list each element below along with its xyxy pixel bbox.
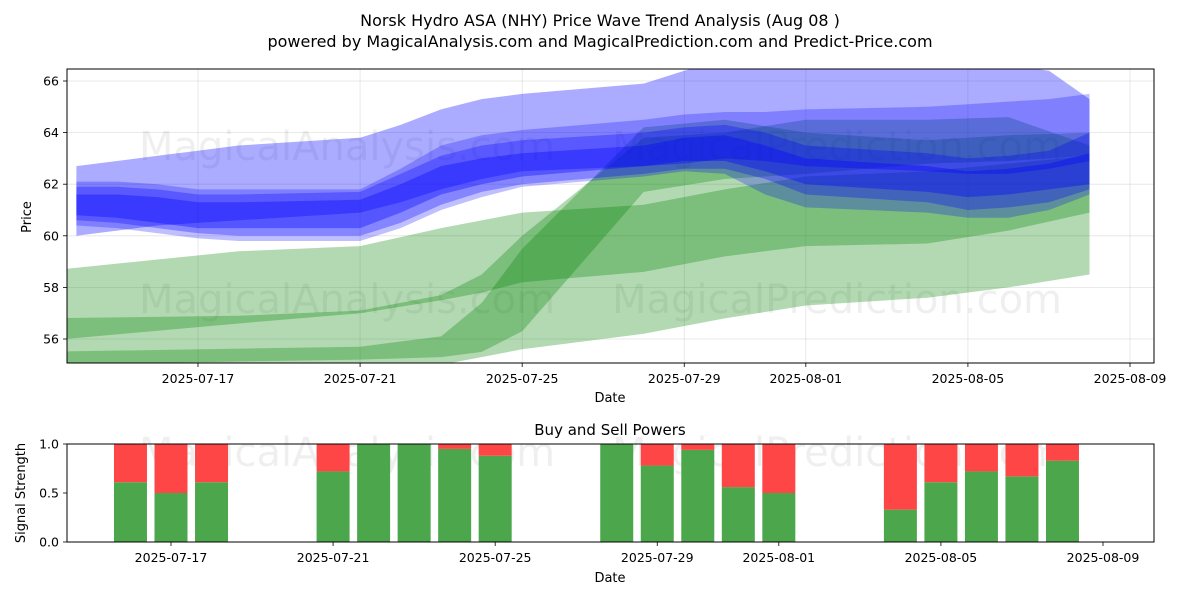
buy-sell-x-axis-label: Date [594, 571, 625, 586]
price-wave-band-1 [76, 69, 1090, 236]
price-x-tick-label: 2025-08-01 [769, 371, 842, 386]
price-y-ticks: 56 58 60 62 64 66 [43, 74, 67, 347]
watermark-prediction-top: MagicalPrediction.com [612, 124, 1062, 170]
buy-sell-x-ticks: 2025-07-17 2025-07-21 2025-07-25 2025-07-29… [135, 542, 1140, 565]
chart-subtitle: powered by MagicalAnalysis.com and Magic… [267, 32, 932, 51]
sell-bar [316, 444, 350, 472]
price-wave-band-3 [76, 124, 1090, 236]
price-y-tick-label: 64 [43, 125, 59, 140]
sell-bar [924, 444, 958, 483]
price-x-axis-label: Date [594, 391, 625, 406]
price-watermarks: MagicalAnalysis.com MagicalPrediction.co… [139, 124, 1062, 323]
buy-sell-x-tick-label: 2025-08-09 [1067, 550, 1140, 565]
buy-bar [154, 493, 188, 542]
watermark-prediction-mid: MagicalPrediction.com [612, 277, 1062, 323]
sell-bar [195, 444, 229, 483]
price-x-ticks: 2025-07-17 2025-07-21 2025-07-25 2025-07-29… [162, 363, 1167, 386]
price-x-tick-label: 2025-07-21 [324, 371, 397, 386]
buy-bar [1005, 476, 1039, 542]
prediction-band-2 [67, 117, 1090, 339]
sell-bar [1045, 444, 1079, 461]
watermark-analysis-top: MagicalAnalysis.com [139, 124, 555, 170]
price-y-tick-label: 60 [43, 228, 59, 243]
sell-bar [964, 444, 998, 472]
buy-bar [438, 448, 472, 542]
prediction-band-1 [67, 155, 1090, 363]
price-wave-band-4 [76, 135, 1090, 229]
sell-bar [478, 444, 512, 456]
buy-bar [883, 509, 917, 542]
price-grid [67, 69, 1154, 363]
sell-bar [154, 444, 188, 493]
chart-title: Norsk Hydro ASA (NHY) Price Wave Trend A… [360, 11, 840, 30]
buy-bar [1045, 460, 1079, 542]
price-x-tick-label: 2025-08-05 [932, 371, 1005, 386]
sell-bar [681, 444, 715, 450]
sell-bar [762, 444, 796, 493]
buy-sell-x-tick-label: 2025-07-21 [297, 550, 370, 565]
price-y-axis-label: Price [20, 201, 35, 233]
sell-bar [1005, 444, 1039, 477]
price-x-tick-label: 2025-07-17 [162, 371, 235, 386]
price-x-tick-label: 2025-07-25 [486, 371, 559, 386]
buy-sell-x-tick-label: 2025-08-01 [742, 550, 815, 565]
price-y-tick-label: 66 [43, 74, 59, 89]
buy-bar [762, 493, 796, 542]
sell-bar [721, 444, 755, 488]
buy-bar [478, 455, 512, 542]
sell-bar [883, 444, 917, 510]
buy-sell-y-ticks: 0.0 0.5 1.0 [39, 437, 67, 550]
buy-sell-x-tick-label: 2025-07-25 [459, 550, 532, 565]
sell-bar [438, 444, 472, 449]
buy-bar [357, 444, 391, 542]
price-y-tick-label: 58 [43, 280, 59, 295]
price-x-tick-label: 2025-07-29 [648, 371, 721, 386]
buy-sell-y-tick-label: 0.0 [39, 535, 59, 550]
buy-bar [721, 487, 755, 542]
buy-bar [195, 482, 229, 542]
buy-bar [924, 482, 958, 542]
buy-bar [681, 449, 715, 542]
price-wave-band-2 [76, 93, 1090, 242]
buy-bar [316, 471, 350, 542]
prediction-bands [67, 117, 1090, 363]
price-wave-panel: MagicalAnalysis.com MagicalPrediction.co… [20, 68, 1167, 406]
watermark-analysis-mid: MagicalAnalysis.com [139, 277, 555, 323]
buy-sell-y-tick-label: 1.0 [39, 437, 59, 452]
price-x-tick-label: 2025-08-09 [1094, 371, 1167, 386]
buy-bar [113, 482, 147, 542]
price-y-tick-label: 56 [43, 332, 59, 347]
buy-bar [640, 465, 674, 542]
sell-bar [113, 444, 147, 483]
buy-bar [964, 471, 998, 542]
buy-sell-y-axis-label: Signal Strength [14, 443, 29, 543]
buy-sell-bars [113, 444, 1079, 542]
buy-bar [600, 444, 634, 542]
buy-sell-x-tick-label: 2025-07-17 [135, 550, 208, 565]
buy-sell-y-tick-label: 0.5 [39, 486, 59, 501]
buy-sell-x-tick-label: 2025-08-05 [905, 550, 978, 565]
buy-bar [397, 444, 431, 542]
buy-sell-x-tick-label: 2025-07-29 [621, 550, 694, 565]
price-axes-frame [66, 68, 1155, 364]
prediction-band-3 [67, 119, 1090, 363]
sell-bar [640, 444, 674, 466]
price-y-tick-label: 62 [43, 177, 59, 192]
buy-sell-title: Buy and Sell Powers [534, 421, 686, 439]
buy-sell-panel: Buy and Sell Powers MagicalAnalysis.com … [14, 421, 1155, 586]
price-wave-bands [76, 69, 1090, 242]
